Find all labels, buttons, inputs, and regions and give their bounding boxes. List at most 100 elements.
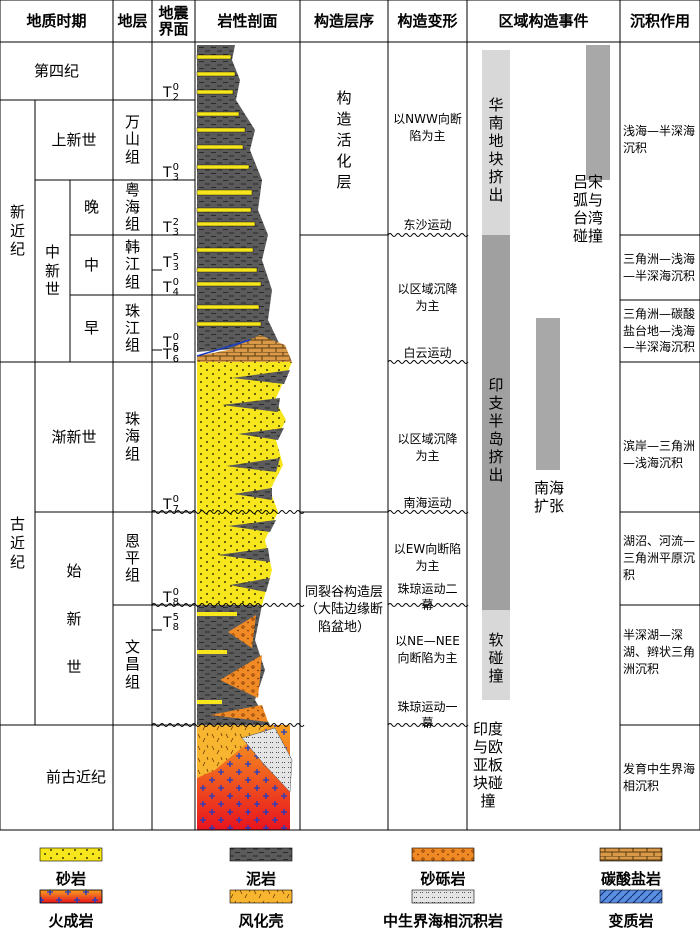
subepoch: 早 [83,319,99,338]
legend-swatch [39,889,103,904]
seismic-sup: 0 [172,344,179,355]
deposition: 发育中生界海相沉积 [623,761,696,793]
deformation: 以EW向断陷为主 [393,542,462,573]
event: 南海扩张 [533,479,564,515]
legend-swatch [599,889,663,904]
epoch: 中新世 [44,242,60,299]
seismic-sup: 0 [172,162,179,173]
seismic-sub: 8 [172,597,179,608]
event: 华南地块挤出 [488,96,504,204]
deformation: 以区域沉降为主 [397,432,458,463]
header-cell: 区域构造事件 [498,11,589,30]
seismic-base: T [163,497,172,513]
seismic-base: T [163,280,172,296]
deposition: 三角洲—碳酸盐台地—浅海—半深海沉积 [623,306,696,355]
deformation: 以NE—NEE向断陷为主 [395,634,460,665]
formation: 粤海组 [124,180,140,234]
seismic-sup: 0 [172,494,179,505]
seismic-sub: 6 [172,354,179,365]
seismic-sup: 5 [172,612,179,623]
formation: 文昌组 [124,638,140,691]
formation: 珠海组 [124,410,140,463]
sequence: 构造活化层 [336,88,352,191]
event: 软碰撞 [488,630,504,685]
epoch: 上新世 [51,130,97,149]
header-cell: 地震界面 [158,3,189,38]
sequence: 同裂谷构造层（大陆边缘断陷盆地） [304,584,383,635]
deformation: 南海运动 [403,495,452,510]
subepoch: 中 [83,255,99,274]
seismic-base: T [163,347,172,363]
deposition: 滨岸—三角洲—浅海沉积 [623,439,696,470]
unconformity [387,233,469,237]
seismic-base: T [163,335,172,351]
legend-label: 火成岩 [48,912,94,930]
legend-label: 中生界海相沉积岩 [382,912,503,930]
deformation: 以NWW向断陷为主 [393,112,462,143]
seismic-base: T [163,165,172,181]
seismic-sub: 2 [172,92,179,103]
legend-label: 变质岩 [608,912,654,930]
deposition: 湖沼、河流—三角洲平原沉积 [623,534,696,582]
legend-label: 砂岩 [55,870,86,888]
deformation: 白云运动 [403,345,452,360]
event-bars [482,45,610,700]
era: 第四纪 [33,61,79,80]
subepoch: 晚 [83,198,99,217]
seismic-sup: 0 [172,277,179,288]
seismic-base: T [163,220,172,236]
deformation: 以区域沉降为主 [397,282,458,313]
unconformity [387,510,469,514]
seismic-sup: 2 [172,217,179,228]
seismic-sub: 7 [172,504,179,515]
grid-lines [0,0,700,831]
deformation: 东沙运动 [403,217,452,232]
epoch: 始新世 [66,561,82,676]
deformation: 珠琼运动二幕 [397,581,458,612]
legend-swatch [411,847,475,862]
legend-label: 风化壳 [238,912,284,930]
unconformity [387,360,469,364]
era: 新近纪 [9,202,25,259]
legend-label: 泥岩 [245,870,276,888]
epoch: 渐新世 [51,427,97,446]
formation: 珠江组 [124,301,140,355]
event: 印支半岛挤出 [488,376,504,484]
legend-label: 砂砾岩 [420,870,466,888]
header-cell: 岩性剖面 [217,11,278,30]
deposition: 三角洲—浅海—半深海沉积 [623,251,696,283]
seismic-sub: 4 [172,287,179,298]
legend-swatch [229,847,293,862]
seismic-sub: 3 [172,172,179,183]
event: 印度与欧亚板块碰撞 [472,720,503,810]
deposition: 半深湖—深湖、辫状三角洲沉积 [623,628,696,676]
header-cell: 沉积作用 [629,11,690,30]
era: 古近纪 [9,515,25,571]
legend-swatch [229,889,293,904]
seismic-sup: 0 [172,587,179,598]
unconformity [151,723,305,727]
unconformity [387,723,469,727]
formation: 万山组 [124,113,140,166]
header-cell: 构造变形 [397,11,458,30]
seismic-sub: 3 [172,262,179,273]
unconformity [151,603,305,607]
event: 吕宋弧与台湾碰撞 [572,173,603,245]
